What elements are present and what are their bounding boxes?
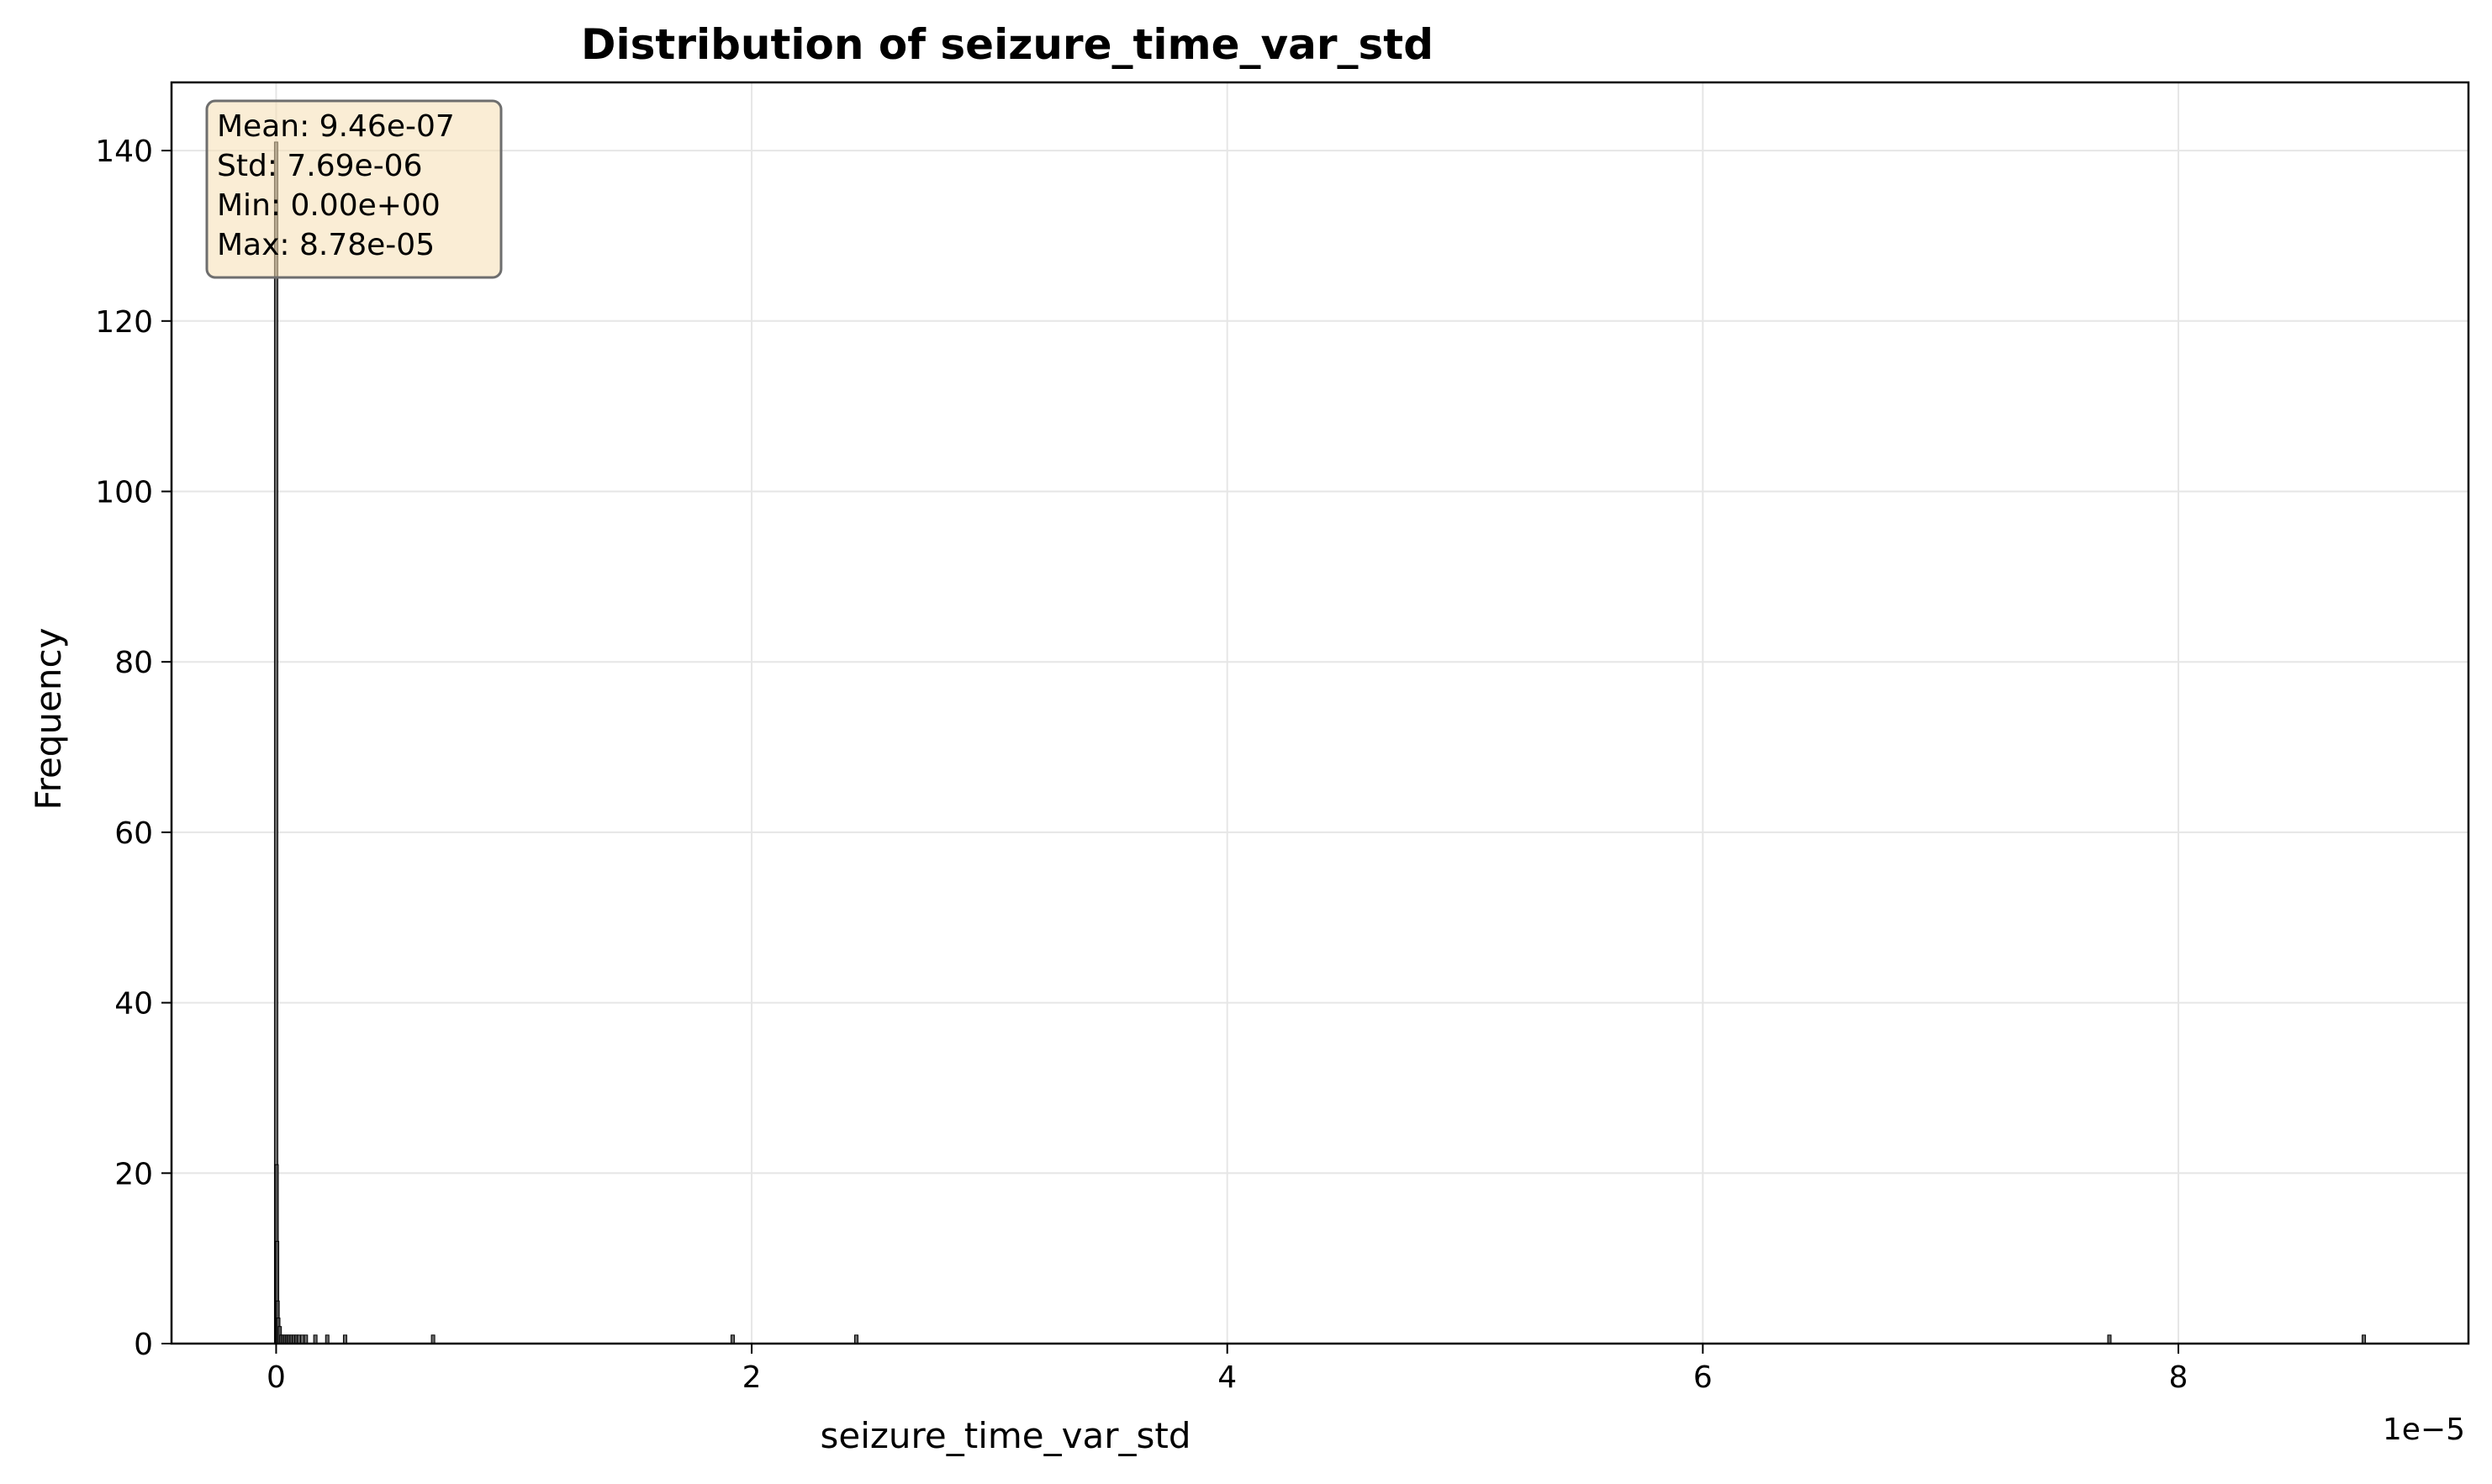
x-tick-label: 4 [1217,1360,1237,1395]
y-tick-label: 80 [114,646,153,680]
y-tick-label: 60 [114,816,153,851]
chart-title: Distribution of seizure_time_var_std [581,20,1433,69]
histogram-bar [730,1334,735,1344]
histogram-bar [313,1334,318,1344]
histogram-bar [304,1334,309,1344]
y-tick-label: 20 [114,1157,153,1191]
y-axis-label: Frequency [28,628,69,811]
x-tick-label: 6 [1693,1360,1713,1395]
x-axis-label: seizure_time_var_std [821,1415,1191,1456]
histogram-bar [2362,1334,2367,1344]
stats-max: Max: 8.78e-05 [217,228,435,262]
stats-mean: Mean: 9.46e-07 [217,109,455,144]
x-axis-offset-label: 1e−5 [2383,1413,2465,1447]
x-tick-label: 8 [2169,1360,2188,1395]
plot-frame [170,81,2470,1345]
x-tick-label: 2 [742,1360,762,1395]
gridlines [172,82,2468,1344]
stats-std: Std: 7.69e-06 [217,149,423,183]
y-tick-label: 40 [114,987,153,1022]
histogram-bar [273,141,278,1344]
y-tick-label: 0 [134,1328,153,1362]
histogram-bar [2107,1334,2112,1344]
histogram-bar [325,1334,330,1344]
x-tick-label: 0 [267,1360,286,1395]
histogram-bar [430,1334,436,1344]
histogram-bar [854,1334,859,1344]
y-tick-label: 120 [95,305,153,340]
y-tick-label: 100 [95,475,153,510]
histogram-bar [296,1334,301,1344]
histogram-bar [300,1334,305,1344]
stats-min: Min: 0.00e+00 [217,188,441,223]
histogram-bar [342,1334,347,1344]
y-tick-label: 140 [95,135,153,169]
stats-box: Mean: 9.46e-07 Std: 7.69e-06 Min: 0.00e+… [205,99,503,279]
stats-box-background [205,99,503,279]
